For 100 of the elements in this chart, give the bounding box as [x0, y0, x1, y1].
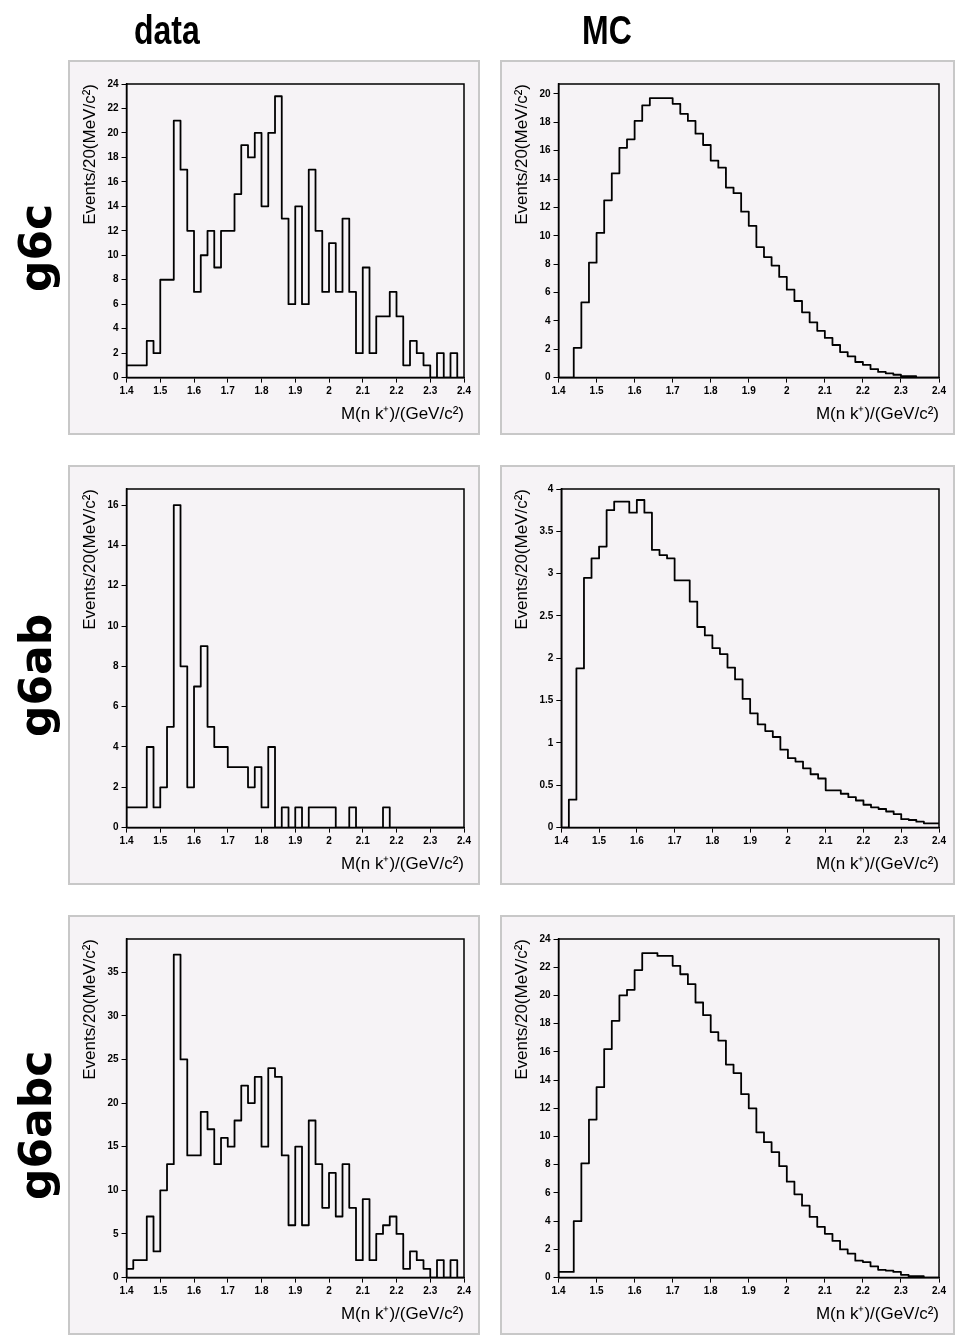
x-tick-label: 1.8	[254, 835, 269, 847]
x-tick-label: 1.6	[627, 1285, 643, 1297]
y-tick-label: 24	[539, 932, 551, 944]
x-axis-title: M(n k⁺)/(GeV/c²)	[815, 404, 939, 424]
x-tick-label: 1.8	[254, 1285, 269, 1297]
chart-title: MC	[582, 8, 632, 53]
y-tick-label: 6	[544, 286, 551, 298]
y-tick-label: 0	[544, 371, 551, 383]
y-tick-label: 20	[107, 126, 119, 138]
y-tick-label: 4	[544, 1214, 551, 1226]
x-tick-label: 2	[784, 1285, 791, 1297]
x-tick-label: 2.2	[389, 385, 404, 397]
y-tick-label: 0.5	[539, 779, 554, 791]
x-axis-title: M(n k⁺)/(GeV/c²)	[340, 854, 464, 874]
y-tick-label: 10	[107, 619, 119, 631]
y-tick-label: 10	[539, 1130, 551, 1142]
x-tick-label: 1.8	[705, 835, 720, 847]
y-tick-label: 4	[112, 740, 119, 752]
y-tick-label: 18	[107, 151, 119, 163]
x-tick-label: 2.1	[817, 385, 833, 397]
x-tick-label: 2.2	[855, 385, 871, 397]
x-tick-label: 2.1	[355, 835, 371, 847]
x-tick-label: 2.2	[389, 1285, 404, 1297]
x-tick-label: 1.7	[667, 835, 682, 847]
y-tick-label: 0	[112, 371, 119, 383]
y-tick-label: 12	[539, 1102, 551, 1114]
x-axis-title: M(n k⁺)/(GeV/c²)	[815, 1304, 939, 1324]
y-axis-title: Events/20(MeV/c²)	[511, 939, 531, 1080]
x-tick-label: 1.5	[153, 385, 168, 397]
x-tick-label: 1.7	[665, 1285, 681, 1297]
x-tick-label: 1.8	[703, 385, 719, 397]
y-tick-label: 4	[544, 314, 551, 326]
y-tick-label: 0	[544, 1271, 551, 1283]
y-tick-label: 1.5	[539, 694, 554, 706]
y-axis-title: Events/20(MeV/c²)	[79, 489, 99, 630]
y-tick-label: 6	[112, 297, 119, 309]
x-tick-label: 2	[326, 835, 333, 847]
y-axis-title: Events/20(MeV/c²)	[511, 84, 531, 225]
y-tick-label: 8	[544, 1158, 551, 1170]
x-tick-label: 1.7	[220, 385, 236, 397]
x-tick-label: 1.5	[589, 385, 604, 397]
x-tick-label: 2.1	[355, 1285, 371, 1297]
y-tick-label: 14	[539, 1073, 551, 1085]
x-tick-label: 1.9	[288, 835, 303, 847]
y-axis-title: Events/20(MeV/c²)	[79, 939, 99, 1080]
x-tick-label: 2	[785, 835, 792, 847]
x-tick-label: 1.9	[743, 835, 758, 847]
y-tick-label: 3	[547, 567, 554, 579]
y-tick-label: 2.5	[539, 609, 554, 621]
y-tick-label: 16	[107, 175, 119, 187]
y-tick-label: 16	[539, 144, 551, 156]
y-tick-label: 20	[539, 989, 551, 1001]
x-axis-title: M(n k⁺)/(GeV/c²)	[340, 1304, 464, 1324]
y-tick-label: 3.5	[539, 525, 554, 537]
x-tick-label: 1.5	[153, 1285, 168, 1297]
x-tick-label: 1.5	[589, 1285, 604, 1297]
x-tick-label: 2.4	[457, 385, 472, 397]
x-tick-label: 2.2	[389, 835, 404, 847]
y-tick-label: 20	[539, 87, 551, 99]
y-tick-label: 10	[107, 1184, 119, 1196]
y-axis-title: Events/20(MeV/c²)	[511, 489, 531, 630]
x-tick-label: 1.4	[554, 835, 569, 847]
x-tick-label: 2.4	[932, 385, 947, 397]
x-tick-label: 2.3	[423, 1285, 438, 1297]
text: g6c	[10, 203, 61, 292]
x-tick-label: 1.6	[629, 835, 645, 847]
x-tick-label: 2.1	[818, 835, 834, 847]
y-tick-label: 2	[544, 1243, 551, 1255]
y-tick-label: 35	[107, 965, 119, 977]
x-tick-label: 1.8	[703, 1285, 719, 1297]
text: g6ab	[10, 613, 61, 737]
x-axis-title: M(n k⁺)/(GeV/c²)	[815, 854, 939, 874]
x-tick-label: 2.2	[856, 835, 871, 847]
y-tick-label: 10	[539, 229, 551, 241]
y-tick-label: 14	[107, 539, 119, 551]
x-tick-label: 1.4	[119, 385, 134, 397]
x-tick-label: 1.9	[288, 385, 303, 397]
x-tick-label: 2.3	[894, 385, 909, 397]
y-tick-label: 4	[547, 482, 554, 494]
x-tick-label: 1.4	[119, 1285, 134, 1297]
x-tick-label: 1.9	[288, 1285, 303, 1297]
y-tick-label: 1	[547, 736, 554, 748]
x-tick-label: 2.3	[894, 1285, 909, 1297]
x-tick-label: 2.3	[423, 835, 438, 847]
y-tick-label: 8	[544, 257, 551, 269]
x-tick-label: 2.2	[855, 1285, 871, 1297]
x-tick-label: 2.4	[457, 1285, 472, 1297]
y-tick-label: 15	[107, 1140, 119, 1152]
y-tick-label: 4	[112, 322, 119, 334]
x-tick-label: 2.3	[894, 835, 909, 847]
y-tick-label: 18	[539, 1017, 551, 1029]
y-tick-label: 0	[112, 1271, 119, 1283]
x-tick-label: 1.6	[187, 385, 202, 397]
y-tick-label: 24	[107, 77, 119, 89]
y-tick-label: 30	[107, 1009, 119, 1021]
y-tick-label: 5	[112, 1227, 119, 1239]
x-axis-title: M(n k⁺)/(GeV/c²)	[340, 404, 464, 424]
x-tick-label: 1.6	[187, 835, 202, 847]
x-tick-label: 1.5	[153, 835, 168, 847]
y-tick-label: 8	[112, 273, 119, 285]
